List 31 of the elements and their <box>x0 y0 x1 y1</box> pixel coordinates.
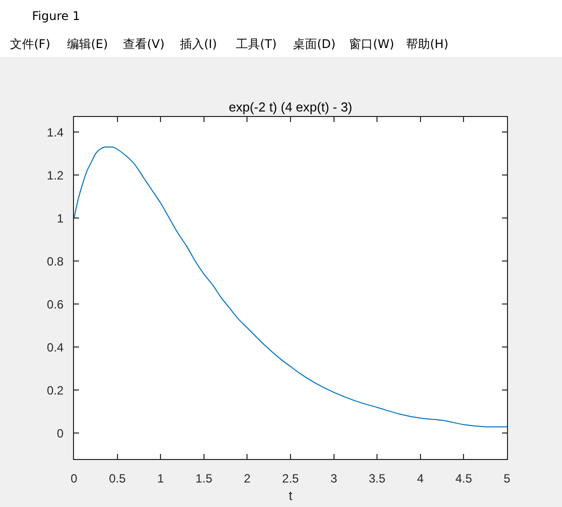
x-tick-label: 4 <box>417 471 424 486</box>
y-tick-label: 0.8 <box>46 254 64 268</box>
y-tick-label: 1 <box>56 211 64 226</box>
x-tick-label: 3 <box>330 471 338 486</box>
chart-title: exp(-2 t) (4 exp(t) - 3) <box>228 100 352 115</box>
x-tick-label: 2 <box>244 471 251 486</box>
text: 桌面(D) <box>293 37 336 51</box>
y-tick-label: 0.4 <box>46 340 64 354</box>
y-tick-label: 0.2 <box>46 383 64 398</box>
caption: Figure 1 <box>32 9 80 23</box>
text: 帮助(H) <box>406 37 448 51</box>
y-tick-label: 0.6 <box>46 297 64 312</box>
y-tick-label: 1.2 <box>46 168 64 182</box>
x-tick-label: 0 <box>70 471 78 486</box>
y-tick-label: 0 <box>56 426 64 440</box>
text: 编辑(E) <box>67 37 108 51</box>
x-tick-label: 4.5 <box>455 471 472 486</box>
x-axis-title: t <box>288 488 293 503</box>
x-tick-label: 0.5 <box>108 471 126 486</box>
text: 窗口(W) <box>349 37 394 51</box>
text: 文件(F) <box>10 37 50 51</box>
text: 工具(T) <box>236 37 277 51</box>
x-tick-label: 5 <box>504 471 511 486</box>
x-tick-label: 1.5 <box>196 471 213 486</box>
x-tick-label: 3.5 <box>368 471 386 486</box>
text: 查看(V) <box>123 37 165 51</box>
text: 插入(I) <box>180 37 217 51</box>
line-series <box>74 146 507 428</box>
y-tick-label: 1.4 <box>46 125 64 140</box>
x-tick-label: 1 <box>157 471 164 486</box>
x-tick-label: 2.5 <box>282 471 300 486</box>
